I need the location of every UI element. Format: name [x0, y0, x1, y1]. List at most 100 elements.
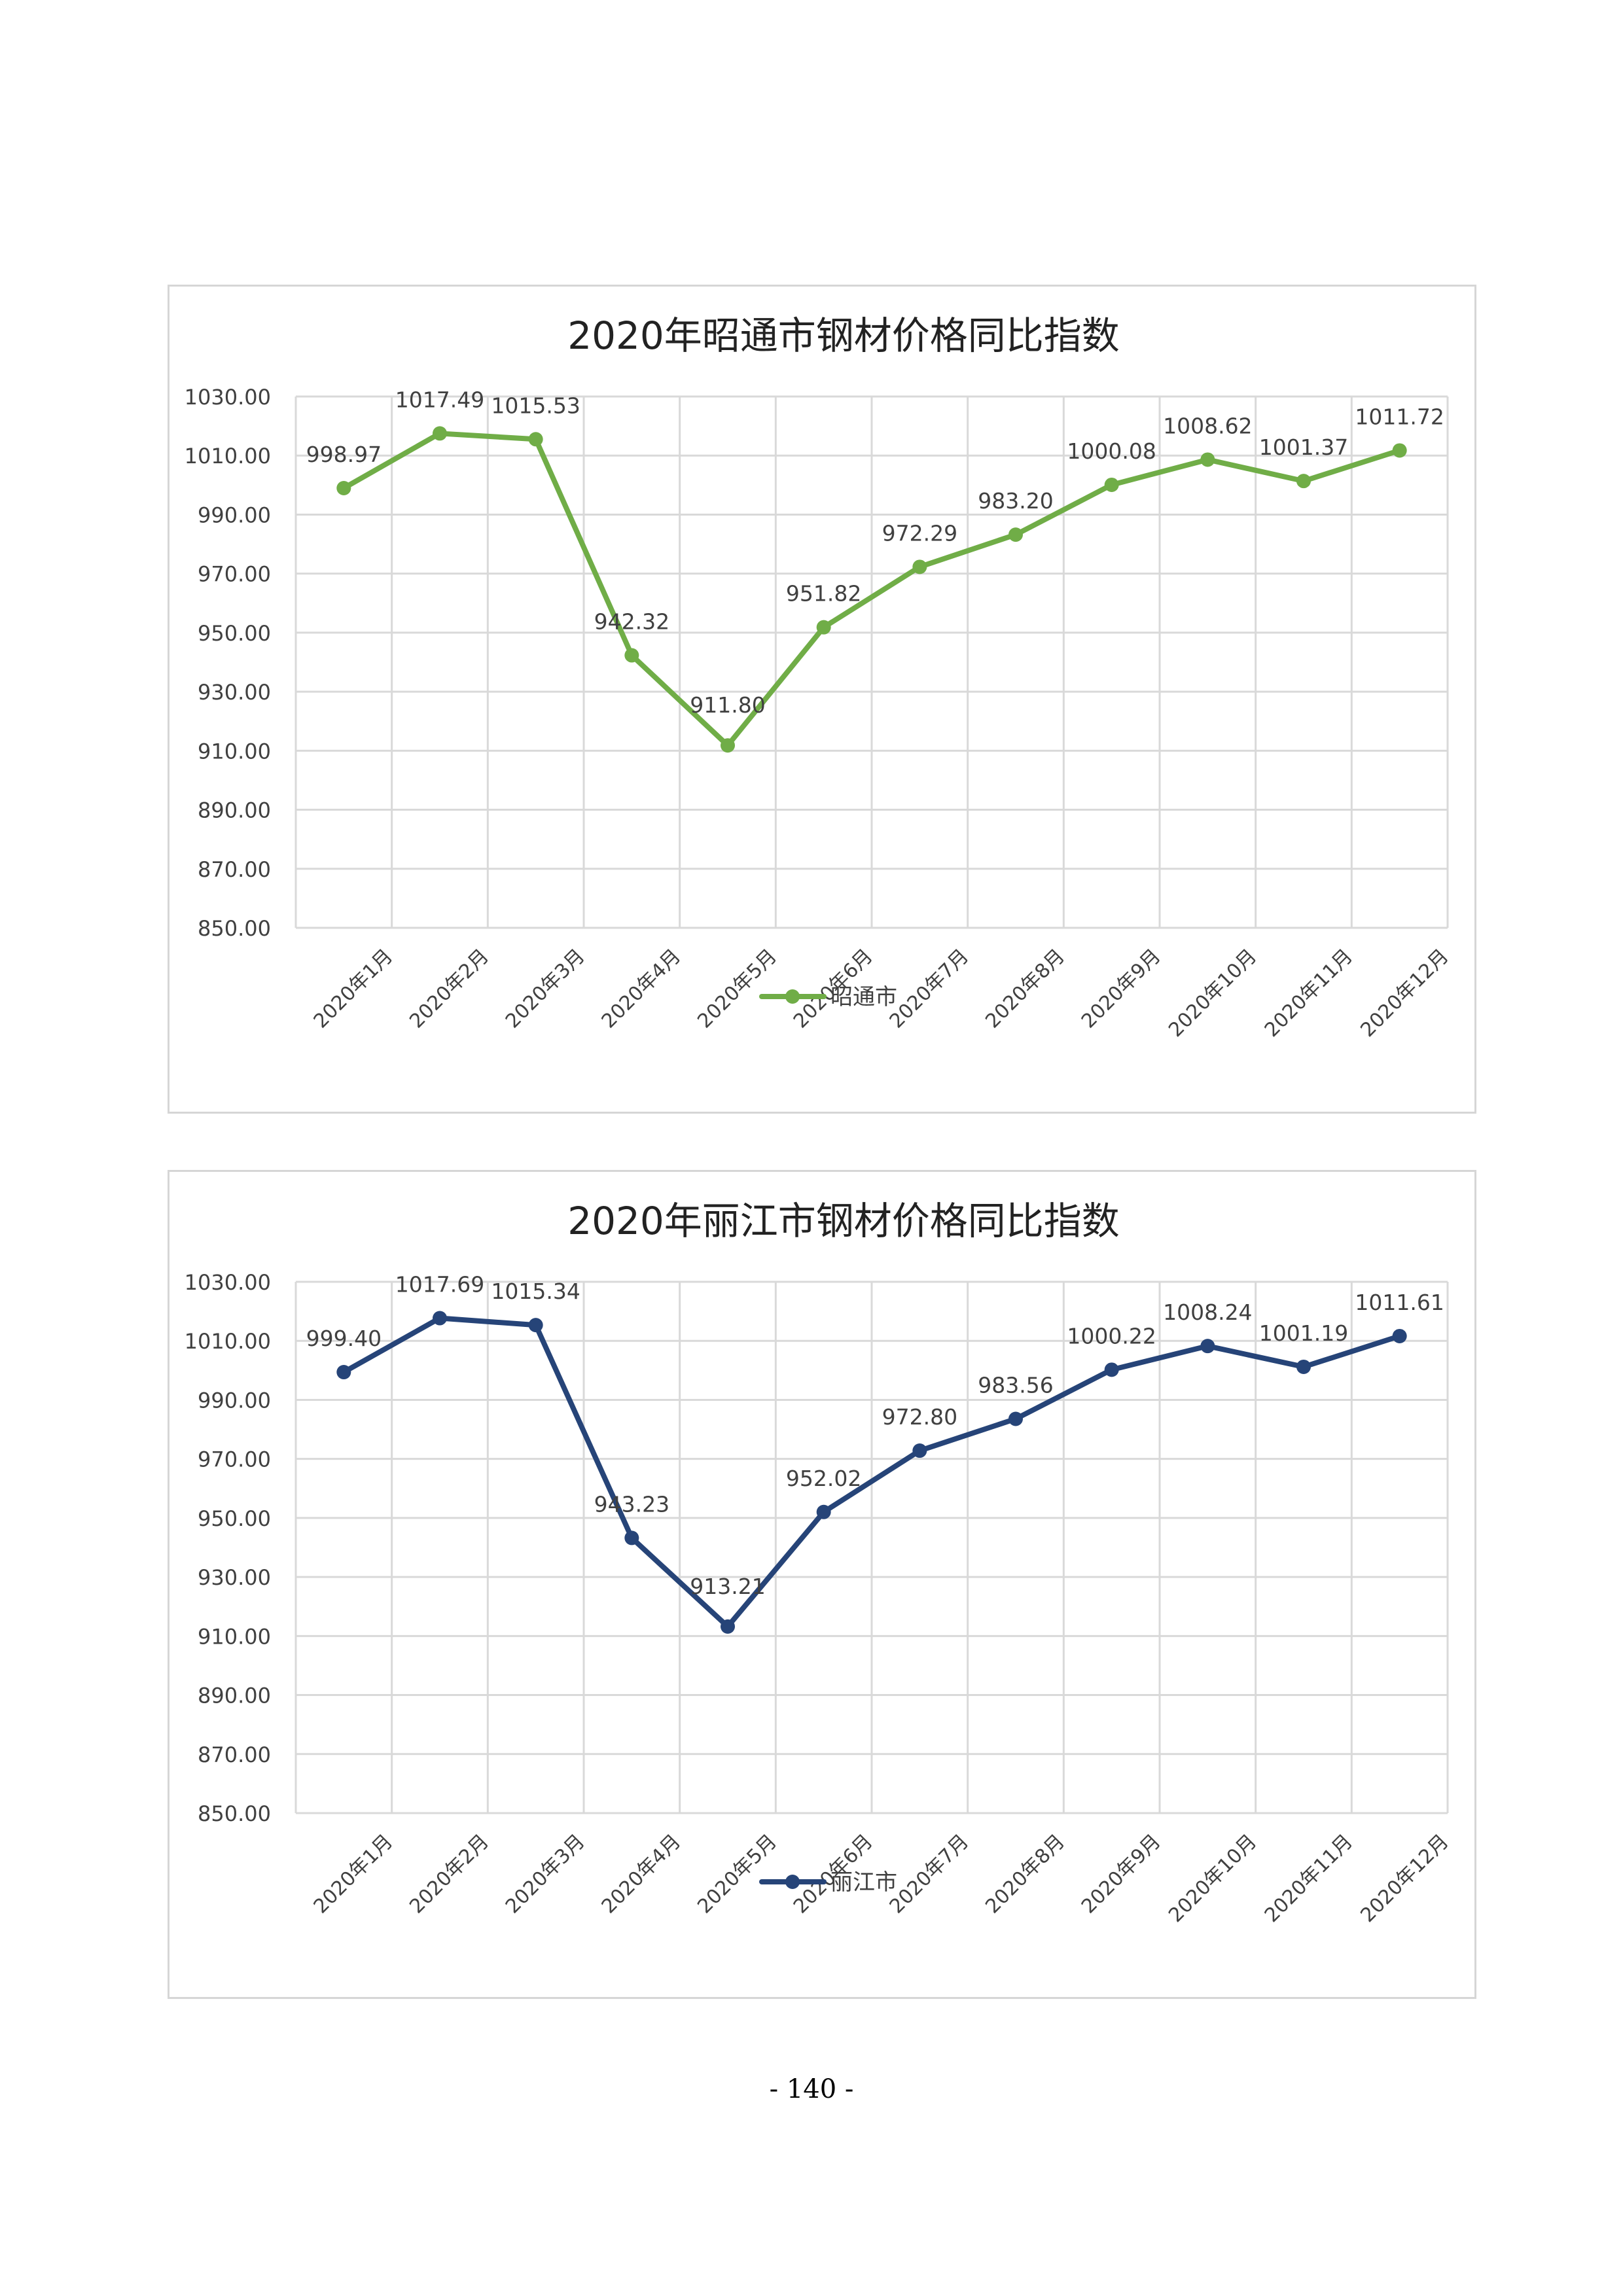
data-point [1008, 527, 1023, 542]
data-point [1392, 1328, 1407, 1343]
y-tick-label: 970.00 [198, 1447, 271, 1472]
data-label: 913.21 [690, 1574, 765, 1599]
x-tick-label: 2020年12月 [1356, 1830, 1453, 1927]
x-tick-label: 2020年4月 [597, 1830, 686, 1918]
y-tick-label: 950.00 [198, 621, 271, 646]
chart-zhaotong: 2020年昭通市钢材价格同比指数 850.00 870.00 890.00 910.00… [168, 285, 1476, 1114]
x-tick-label: 2020年3月 [501, 1830, 590, 1918]
x-tick-label: 2020年1月 [310, 1830, 398, 1918]
y-tick-label: 1010.00 [185, 1329, 271, 1354]
data-point [336, 1365, 351, 1380]
data-point [816, 1504, 831, 1519]
x-tick-label: 2020年1月 [310, 945, 398, 1033]
x-tick-label: 2020年11月 [1260, 945, 1357, 1042]
data-point [1200, 452, 1215, 467]
x-tick-label: 2020年2月 [405, 945, 493, 1033]
x-tick-label: 2020年9月 [1077, 1830, 1166, 1918]
data-label: 999.40 [306, 1326, 382, 1351]
y-tick-label: 930.00 [198, 680, 271, 705]
data-point [433, 426, 447, 441]
x-tick-label: 2020年11月 [1260, 1830, 1357, 1927]
data-label: 951.82 [786, 581, 861, 607]
x-tick-label: 2020年4月 [597, 945, 686, 1033]
data-label: 1008.24 [1163, 1299, 1252, 1325]
y-tick-label: 1030.00 [185, 1270, 271, 1295]
y-tick-label: 910.00 [198, 739, 271, 764]
chart-title: 2020年昭通市钢材价格同比指数 [567, 313, 1120, 358]
y-tick-label: 990.00 [198, 1388, 271, 1413]
chart-svg: 2020年丽江市钢材价格同比指数 850.00 870.00 890.00 910.00… [185, 1199, 1454, 1927]
y-tick-label: 850.00 [198, 1801, 271, 1826]
x-tick-label: 2020年3月 [501, 945, 590, 1033]
y-tick-label: 990.00 [198, 503, 271, 527]
data-point [721, 1619, 735, 1634]
legend-marker [785, 1875, 800, 1889]
y-tick-label: 890.00 [198, 1684, 271, 1708]
data-label: 1000.08 [1067, 438, 1156, 464]
legend-label: 丽江市 [830, 1869, 897, 1896]
data-point [1296, 474, 1311, 489]
y-tick-label: 890.00 [198, 798, 271, 823]
data-label: 972.29 [882, 520, 957, 546]
data-label: 1001.37 [1259, 434, 1348, 460]
x-tick-label: 2020年9月 [1077, 945, 1166, 1033]
data-point [721, 738, 735, 753]
data-label: 983.20 [978, 488, 1053, 514]
data-point [1104, 477, 1119, 492]
y-tick-label: 970.00 [198, 562, 271, 587]
data-point [624, 648, 639, 663]
x-tick-label: 2020年5月 [693, 945, 781, 1033]
data-point [1008, 1411, 1023, 1426]
data-label: 1001.19 [1259, 1320, 1348, 1346]
data-label: 943.23 [594, 1491, 669, 1517]
y-tick-label: 850.00 [198, 916, 271, 941]
y-tick-label: 870.00 [198, 857, 271, 882]
x-tick-label: 2020年10月 [1164, 1830, 1261, 1927]
y-tick-label: 1010.00 [185, 444, 271, 468]
x-tick-label: 2020年7月 [885, 945, 974, 1033]
x-tick-label: 2020年5月 [693, 1830, 781, 1918]
y-tick-label: 930.00 [198, 1565, 271, 1590]
data-label: 1017.69 [395, 1272, 484, 1298]
y-tick-label: 870.00 [198, 1742, 271, 1767]
x-tick-label: 2020年7月 [885, 1830, 974, 1918]
chart-lijiang: 2020年丽江市钢材价格同比指数 850.00 870.00 890.00 910.00… [168, 1170, 1476, 1999]
data-point [1392, 443, 1407, 458]
y-tick-label: 1030.00 [185, 385, 271, 410]
data-label: 952.02 [786, 1466, 861, 1491]
x-tick-label: 2020年10月 [1164, 945, 1261, 1042]
x-tick-label: 2020年12月 [1356, 945, 1453, 1042]
data-label: 911.80 [690, 692, 765, 718]
data-point [1200, 1339, 1215, 1354]
data-point [1104, 1362, 1119, 1377]
data-point [1296, 1359, 1311, 1374]
series-line [341, 431, 1402, 749]
page-number: - 140 - [769, 2074, 854, 2104]
data-point [912, 1443, 927, 1458]
chart-title: 2020年丽江市钢材价格同比指数 [567, 1199, 1120, 1243]
data-label: 972.80 [882, 1404, 957, 1430]
data-label: 1017.49 [395, 387, 484, 412]
data-point [528, 1318, 543, 1333]
data-label: 1000.22 [1067, 1323, 1156, 1349]
data-label: 942.32 [594, 609, 669, 635]
data-label: 1015.34 [491, 1279, 580, 1304]
data-label: 1008.62 [1163, 413, 1252, 438]
y-tick-label: 910.00 [198, 1624, 271, 1649]
y-tick-label: 950.00 [198, 1506, 271, 1531]
data-point [816, 620, 831, 635]
data-label: 998.97 [306, 442, 382, 467]
data-point [912, 559, 927, 574]
x-tick-label: 2020年8月 [981, 945, 1069, 1033]
data-label: 1011.72 [1355, 404, 1444, 429]
x-tick-label: 2020年2月 [405, 1830, 493, 1918]
data-point [433, 1311, 447, 1326]
data-point [336, 480, 351, 495]
data-label: 983.56 [978, 1372, 1053, 1398]
legend-marker [785, 989, 800, 1004]
chart-svg: 2020年昭通市钢材价格同比指数 850.00 870.00 890.00 910.00… [185, 313, 1454, 1042]
series-line [341, 1315, 1402, 1629]
data-point [624, 1530, 639, 1545]
data-label: 1011.61 [1355, 1290, 1444, 1315]
data-label: 1015.53 [491, 393, 580, 418]
